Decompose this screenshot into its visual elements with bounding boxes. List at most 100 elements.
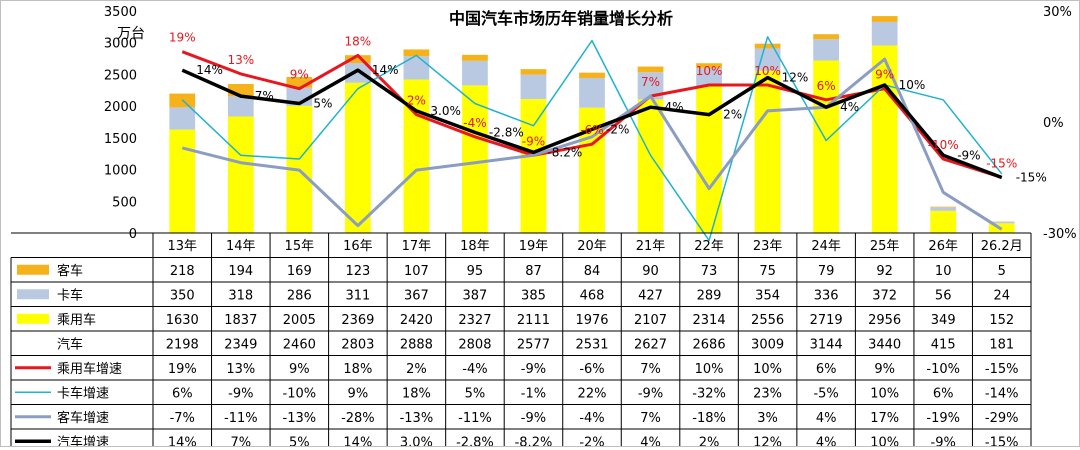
table-cell: 468: [580, 288, 605, 303]
table-cell: 6%: [933, 386, 954, 401]
table-cell: 1837: [224, 313, 257, 328]
table-cell: -28%: [341, 411, 375, 426]
table-cell: -9%: [638, 386, 663, 401]
table-cell: 23%: [753, 386, 782, 401]
table-cell: 372: [872, 288, 897, 303]
bar-segment: [872, 16, 898, 22]
legend-swatch: [17, 289, 49, 299]
table-cell: 1976: [575, 313, 608, 328]
table-cell: -1%: [521, 386, 546, 401]
data-label: 10%: [899, 78, 926, 92]
table-cell: 7%: [230, 435, 251, 446]
table-cell: -4%: [579, 411, 604, 426]
table-cell: 84: [584, 264, 601, 279]
table-cell: 350: [170, 288, 195, 303]
y-tick-label: 2000: [104, 100, 137, 115]
x-tick-label: 14年: [226, 239, 256, 254]
x-tick-label: 17年: [402, 239, 432, 254]
table-cell: 1630: [166, 313, 199, 328]
table-cell: -9%: [228, 386, 253, 401]
table-cell: 3.0%: [400, 435, 433, 446]
table-cell: 2460: [283, 337, 316, 352]
table-cell: -4%: [462, 362, 487, 377]
table-cell: 19%: [168, 362, 197, 377]
table-cell: 24: [993, 288, 1010, 303]
table-cell: 9%: [874, 362, 895, 377]
bar-segment: [462, 61, 488, 86]
table-cell: 2556: [751, 313, 784, 328]
x-tick-label: 21年: [636, 239, 666, 254]
bar-segment: [462, 55, 488, 61]
x-tick-label: 23年: [753, 239, 783, 254]
data-label: 10%: [754, 64, 781, 78]
bar-segment: [169, 107, 195, 129]
bar-segment: [930, 207, 956, 211]
data-label: 7%: [641, 75, 660, 89]
table-cell: -14%: [985, 386, 1019, 401]
table-cell: -9%: [521, 362, 546, 377]
bar-segment: [813, 34, 839, 39]
table-cell: 2803: [341, 337, 374, 352]
table-cell: 18%: [343, 362, 372, 377]
table-cell: 9%: [348, 386, 369, 401]
y-tick-label: 0: [129, 227, 137, 242]
data-label: 9%: [875, 68, 894, 82]
table-cell: -15%: [985, 435, 1019, 446]
bar-segment: [930, 211, 956, 233]
y-tick-label: 3500: [104, 5, 137, 20]
table-cell: 218: [170, 264, 195, 279]
table-row-label: 乘用车增速: [57, 361, 122, 377]
y-axis-unit: 万台: [117, 26, 145, 42]
y2-tick-label: 30%: [1043, 5, 1072, 20]
table-cell: 5%: [289, 435, 310, 446]
y-tick-label: 1000: [104, 164, 137, 179]
table-cell: 427: [638, 288, 663, 303]
bar-segment: [755, 71, 781, 233]
table-cell: 18%: [402, 386, 431, 401]
data-label: -4%: [463, 116, 486, 130]
table-cell: 2%: [406, 362, 427, 377]
data-label: 5%: [313, 97, 332, 111]
table-cell: 95: [467, 264, 484, 279]
data-label: 13%: [227, 53, 254, 67]
table-cell: 2719: [810, 313, 843, 328]
data-label: -9%: [522, 134, 545, 148]
table-cell: 2686: [693, 337, 726, 352]
data-label: 2%: [723, 108, 742, 122]
table-cell: -9%: [521, 411, 546, 426]
x-tick-label: 15年: [285, 239, 315, 254]
table-cell: 2627: [634, 337, 667, 352]
table-cell: 2369: [341, 313, 374, 328]
table-cell: 2349: [224, 337, 257, 352]
table-cell: 56: [935, 288, 952, 303]
table-cell: 3440: [868, 337, 901, 352]
bar-segment: [638, 99, 664, 233]
bar-segment: [228, 96, 254, 116]
table-cell: 349: [931, 313, 956, 328]
bar-segment: [521, 99, 547, 233]
table-cell: 318: [228, 288, 253, 303]
table-cell: 2531: [575, 337, 608, 352]
bar-segment: [169, 130, 195, 233]
table-cell: -10%: [283, 386, 317, 401]
data-label: 9%: [290, 68, 309, 82]
bar-segment: [521, 75, 547, 99]
table-cell: 2107: [634, 313, 667, 328]
bar-segment: [579, 78, 605, 108]
table-cell: 2888: [400, 337, 433, 352]
data-label: 19%: [169, 31, 196, 45]
table-cell: 10%: [870, 386, 899, 401]
data-label: -9%: [957, 148, 980, 162]
y2-tick-label: -30%: [1043, 227, 1077, 242]
table-cell: -32%: [692, 386, 726, 401]
table-cell: 14%: [168, 435, 197, 446]
data-label: -8.2%: [547, 145, 582, 159]
bar-segment: [345, 83, 371, 233]
table-cell: 2314: [693, 313, 726, 328]
table-cell: -29%: [985, 411, 1019, 426]
x-tick-label: 18年: [460, 239, 490, 254]
table-cell: -10%: [926, 362, 960, 377]
bar-segment: [813, 39, 839, 60]
table-cell: 5%: [465, 386, 486, 401]
